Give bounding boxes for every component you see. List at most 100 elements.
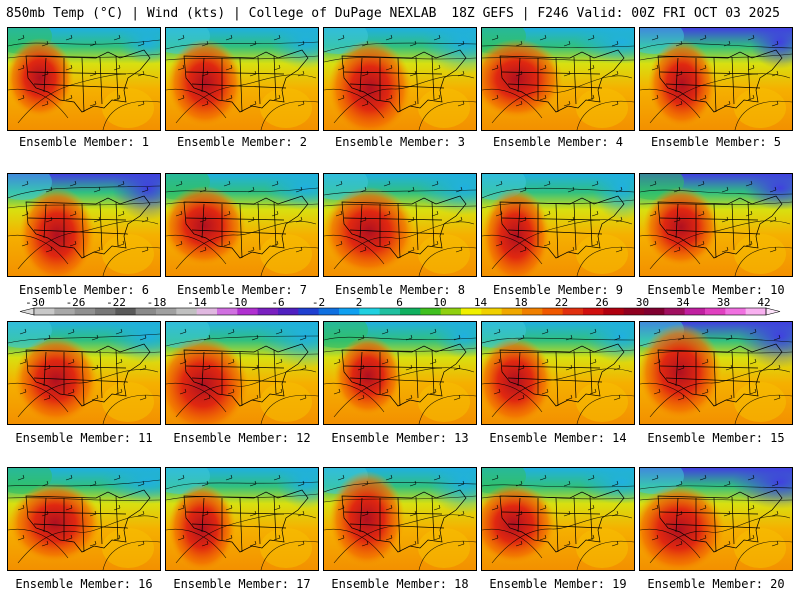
temperature-map-image bbox=[482, 468, 634, 570]
temperature-map-image bbox=[640, 174, 792, 276]
temperature-map-image bbox=[324, 322, 476, 424]
colorbar-swatch bbox=[481, 308, 503, 315]
colorbar-swatch bbox=[34, 308, 55, 315]
colorbar-swatch bbox=[664, 308, 686, 315]
colorbar-swatch bbox=[542, 308, 564, 315]
ensemble-member-map bbox=[481, 27, 635, 131]
temperature-map-image bbox=[324, 174, 476, 276]
colorbar-swatch bbox=[298, 308, 320, 315]
colorbar-swatch bbox=[217, 308, 238, 315]
ensemble-member-map bbox=[165, 27, 319, 131]
colorbar-swatch bbox=[644, 308, 665, 315]
colorbar-swatch bbox=[440, 308, 462, 315]
chart-title: 850mb Temp (°C) | Wind (kts) | College o… bbox=[6, 6, 437, 21]
colorbar-swatch bbox=[583, 308, 604, 315]
colorbar-swatch bbox=[54, 308, 76, 315]
model-run-label: 18Z GEFS | F246 Valid: 00Z FRI OCT 03 20… bbox=[451, 6, 780, 21]
ensemble-member-map bbox=[639, 173, 793, 277]
ensemble-member-map bbox=[323, 467, 477, 571]
colorbar-swatch bbox=[156, 308, 177, 315]
colorbar-tick-label: 38 bbox=[716, 296, 731, 309]
colorbar-swatch bbox=[257, 308, 279, 315]
colorbar-tick-label: -26 bbox=[65, 296, 86, 309]
colorbar-swatch bbox=[379, 308, 401, 315]
temperature-map-image bbox=[482, 322, 634, 424]
temperature-map-image bbox=[482, 28, 634, 130]
colorbar-swatch bbox=[115, 308, 137, 315]
colorbar-tick-label: 10 bbox=[433, 296, 447, 309]
colorbar-swatch bbox=[278, 308, 299, 315]
ensemble-member-map bbox=[323, 27, 477, 131]
ensemble-member-caption: Ensemble Member: 5 bbox=[650, 135, 782, 149]
ensemble-member-map bbox=[481, 321, 635, 425]
colorbar-max-arrow bbox=[765, 307, 781, 316]
ensemble-member-map bbox=[7, 27, 161, 131]
ensemble-member-map bbox=[481, 173, 635, 277]
ensemble-member-caption: Ensemble Member: 15 bbox=[647, 431, 785, 445]
colorbar-tick-label: 42 bbox=[757, 296, 771, 309]
colorbar-tick-label: 6 bbox=[396, 296, 403, 309]
temperature-map-image bbox=[324, 28, 476, 130]
colorbar-tick-label: -10 bbox=[227, 296, 248, 309]
colorbar-tick-label: 14 bbox=[473, 296, 488, 309]
colorbar-outline bbox=[33, 307, 767, 316]
colorbar-swatch bbox=[318, 308, 340, 315]
colorbar-tick-label: 18 bbox=[514, 296, 528, 309]
colorbar-labels: -30 -26 -22 -18 -14 -10 -6 -2 2 6 10 14 18 22 26 30 34 38… bbox=[0, 297, 800, 309]
temperature-map-image bbox=[166, 174, 318, 276]
ensemble-member-map bbox=[323, 321, 477, 425]
temperature-map-image bbox=[640, 28, 792, 130]
ensemble-member-caption: Ensemble Member: 9 bbox=[492, 283, 624, 297]
colorbar-tick-label: -22 bbox=[106, 296, 126, 309]
temperature-map-image bbox=[8, 468, 160, 570]
ensemble-member-caption: Ensemble Member: 11 bbox=[15, 431, 153, 445]
temperature-map-image bbox=[324, 468, 476, 570]
colorbar-swatch bbox=[684, 308, 706, 315]
colorbar-swatch bbox=[339, 308, 360, 315]
ensemble-member-map bbox=[639, 321, 793, 425]
temperature-map-image bbox=[8, 28, 160, 130]
ensemble-member-caption: Ensemble Member: 13 bbox=[331, 431, 469, 445]
ensemble-member-caption: Ensemble Member: 6 bbox=[18, 283, 150, 297]
temperature-map-image bbox=[640, 322, 792, 424]
ensemble-member-map bbox=[165, 321, 319, 425]
temperature-map-image bbox=[8, 174, 160, 276]
ensemble-member-map bbox=[165, 467, 319, 571]
colorbar-tick-label: -14 bbox=[187, 296, 207, 309]
ensemble-member-caption: Ensemble Member: 3 bbox=[334, 135, 466, 149]
ensemble-member-caption: Ensemble Member: 1 bbox=[18, 135, 150, 149]
temperature-map-image bbox=[8, 322, 160, 424]
ensemble-member-caption: Ensemble Member: 12 bbox=[173, 431, 311, 445]
temperature-colorbar bbox=[19, 307, 781, 316]
ensemble-member-caption: Ensemble Member: 18 bbox=[331, 577, 469, 591]
colorbar-tick-label: 2 bbox=[355, 296, 363, 309]
temperature-map-image bbox=[166, 28, 318, 130]
temperature-map-image bbox=[640, 468, 792, 570]
colorbar-swatch bbox=[420, 308, 442, 315]
temperature-map-image bbox=[482, 174, 634, 276]
ensemble-member-caption: Ensemble Member: 10 bbox=[647, 283, 785, 297]
colorbar-swatch bbox=[135, 308, 157, 315]
colorbar-swatch bbox=[623, 308, 645, 315]
temperature-map-image bbox=[166, 468, 318, 570]
temperature-map-image bbox=[166, 322, 318, 424]
ensemble-member-caption: Ensemble Member: 14 bbox=[489, 431, 627, 445]
ensemble-member-caption: Ensemble Member: 17 bbox=[173, 577, 311, 591]
colorbar-swatch bbox=[522, 308, 543, 315]
colorbar-swatch bbox=[725, 308, 747, 315]
colorbar-swatch bbox=[603, 308, 625, 315]
colorbar-swatch bbox=[359, 308, 381, 315]
ensemble-member-caption: Ensemble Member: 20 bbox=[647, 577, 785, 591]
ensemble-member-map bbox=[165, 173, 319, 277]
ensemble-member-caption: Ensemble Member: 7 bbox=[176, 283, 308, 297]
colorbar-swatch bbox=[400, 308, 421, 315]
colorbar-tick-label: 34 bbox=[676, 296, 690, 309]
ensemble-member-map bbox=[639, 467, 793, 571]
colorbar-swatch bbox=[74, 308, 96, 315]
colorbar-tick-label: -18 bbox=[146, 296, 167, 309]
colorbar-swatch bbox=[176, 308, 198, 315]
colorbar-tick-label: 30 bbox=[635, 296, 650, 309]
ensemble-member-caption: Ensemble Member: 8 bbox=[334, 283, 466, 297]
ensemble-member-map bbox=[639, 27, 793, 131]
colorbar-swatch bbox=[745, 308, 767, 315]
